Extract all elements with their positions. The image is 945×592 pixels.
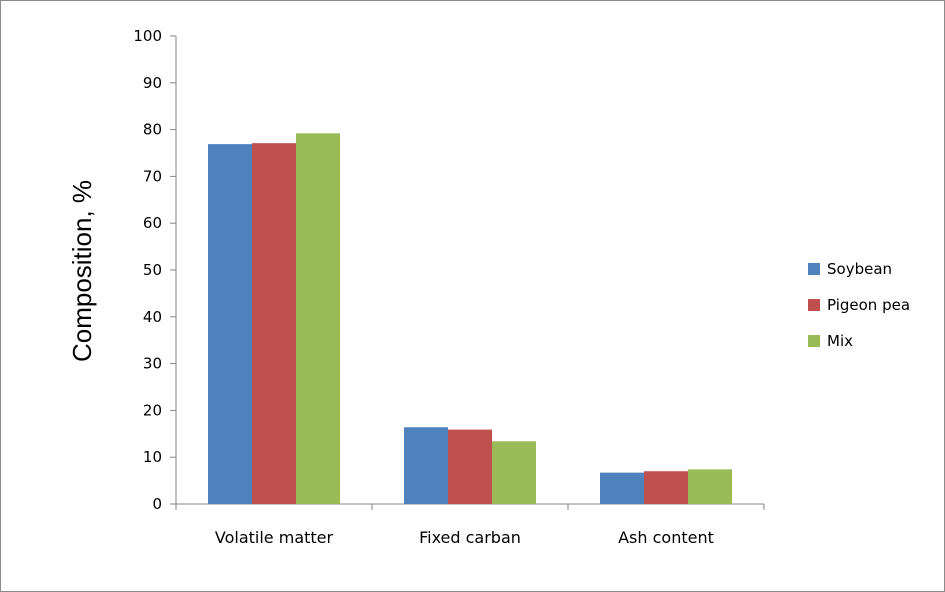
y-tick-label: 100 [133, 27, 162, 45]
y-tick-label: 60 [143, 214, 162, 232]
x-category-label: Volatile matter [215, 528, 334, 547]
legend-swatch [808, 263, 820, 275]
x-category-label: Fixed carban [419, 528, 521, 547]
y-axis-title: Composition, % [67, 180, 97, 362]
bar [208, 144, 252, 504]
y-tick-label: 50 [143, 261, 162, 279]
legend-label: Mix [827, 332, 853, 350]
bar [296, 133, 340, 504]
y-tick-label: 80 [143, 121, 162, 139]
bar [252, 143, 296, 504]
legend-swatch [808, 299, 820, 311]
y-tick-label: 70 [143, 167, 162, 185]
x-category-label: Ash content [618, 528, 714, 547]
legend: Soybean Pigeon pea Mix [808, 260, 910, 350]
bar [492, 441, 536, 504]
y-tick-label: 10 [143, 448, 162, 466]
y-tick-label: 40 [143, 308, 162, 326]
plot-area: 0 10 20 30 40 50 60 70 80 90 100 Volatile matter Fix… [133, 27, 765, 547]
legend-label: Soybean [827, 260, 892, 278]
bar [448, 429, 492, 504]
bar [688, 469, 732, 504]
bar [600, 472, 644, 504]
legend-label: Pigeon pea [827, 296, 910, 314]
y-tick-label: 0 [152, 495, 162, 513]
y-tick-label: 20 [143, 401, 162, 419]
legend-swatch [808, 335, 820, 347]
bar [644, 471, 688, 504]
y-tick-label: 90 [143, 74, 162, 92]
y-tick-label: 30 [143, 355, 162, 373]
bar [404, 427, 448, 504]
